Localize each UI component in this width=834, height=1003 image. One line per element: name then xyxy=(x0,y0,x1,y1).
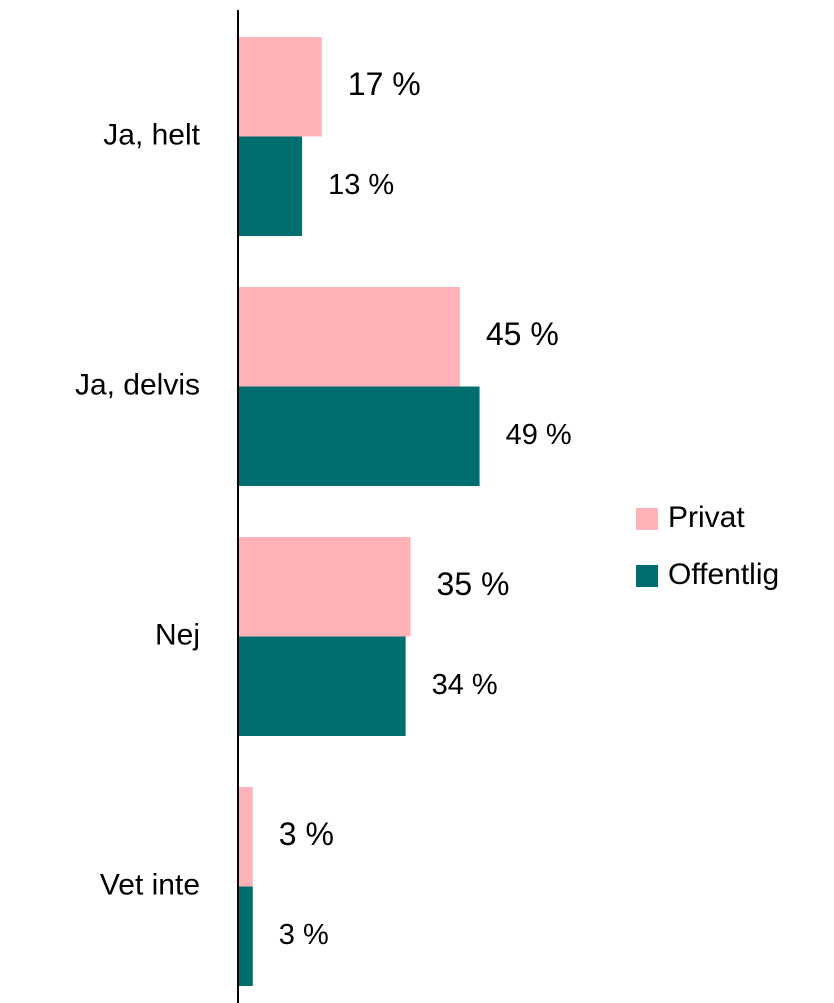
data-label: 34 % xyxy=(432,669,498,701)
data-label: 13 % xyxy=(328,169,394,201)
data-label: 45 % xyxy=(486,316,559,352)
bar xyxy=(238,886,253,986)
data-label: 3 % xyxy=(279,919,329,951)
y-tick-label: Ja, helt xyxy=(103,118,200,151)
bar xyxy=(238,787,253,887)
bar xyxy=(238,37,322,137)
bar xyxy=(238,386,480,486)
data-label: 17 % xyxy=(348,66,421,102)
bar xyxy=(238,136,303,236)
legend-swatch xyxy=(636,565,658,587)
y-tick-label: Vet inte xyxy=(100,868,200,901)
data-label: 49 % xyxy=(506,419,572,451)
legend-swatch xyxy=(636,508,658,530)
bar xyxy=(238,537,411,637)
legend-label: Privat xyxy=(668,501,745,534)
data-label: 3 % xyxy=(279,816,334,852)
y-tick-label: Ja, delvis xyxy=(75,368,200,401)
y-tick-label: Nej xyxy=(155,618,200,651)
bar xyxy=(238,636,406,736)
bar xyxy=(238,287,460,387)
data-label: 35 % xyxy=(437,566,510,602)
legend-label: Offentlig xyxy=(668,558,779,591)
